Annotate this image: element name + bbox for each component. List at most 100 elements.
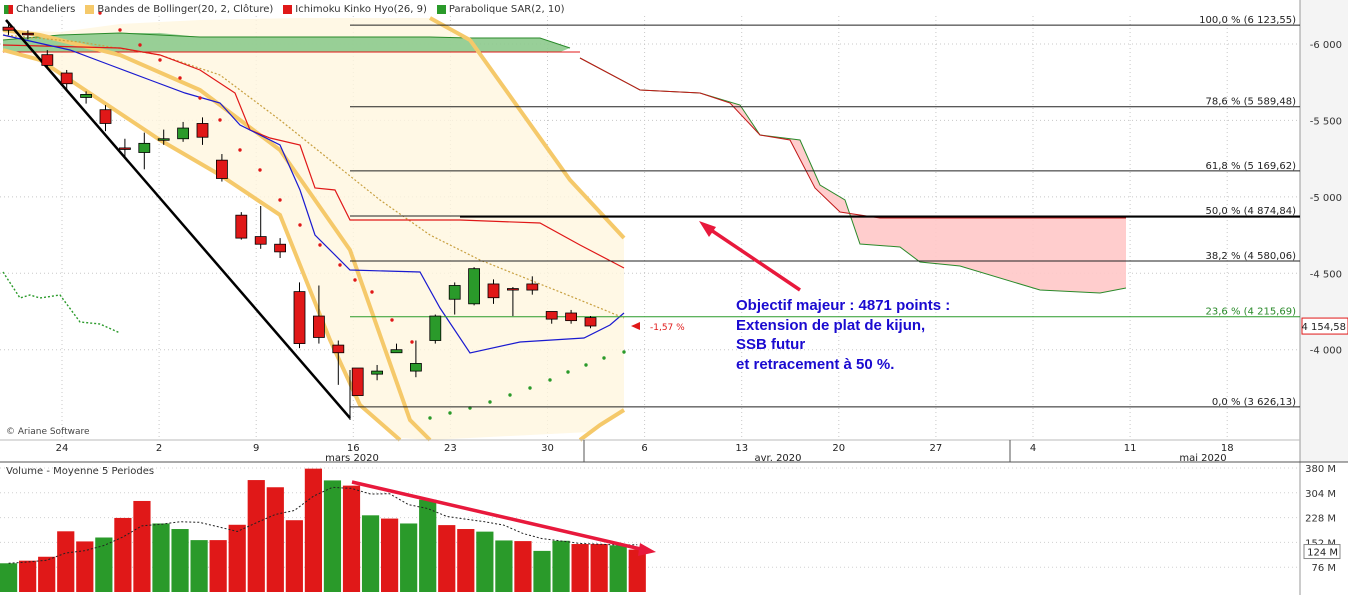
- change-arrow-icon: [631, 322, 640, 331]
- candle-17: [332, 340, 345, 385]
- tenkan-sen: [2, 34, 625, 354]
- candle-2: [41, 50, 54, 67]
- volume-bar-18: [342, 485, 361, 592]
- fib-label-1: 78,6 % (5 589,48): [1206, 97, 1297, 108]
- sar-dot-high-3: [158, 58, 162, 62]
- volume-bar-0: [0, 563, 18, 592]
- ichimoku-swatch-icon: [283, 4, 293, 14]
- sar-dot-low-10: [622, 350, 626, 354]
- candle-body-2: [41, 54, 54, 66]
- candle-14: [274, 238, 287, 258]
- sar-dot-high-8: [258, 168, 262, 172]
- candle-body-22: [429, 315, 442, 341]
- candle-6: [119, 138, 131, 159]
- volume-bar-21: [400, 523, 418, 592]
- date-tick-label: 9: [253, 443, 259, 454]
- price-tick-label: -4 500: [1310, 269, 1342, 280]
- candle-13: [254, 206, 267, 249]
- volume-bar-8: [152, 523, 170, 592]
- candle-body-9: [177, 127, 190, 140]
- sar-dot-high-9: [278, 198, 282, 202]
- annotation-line-2: Extension de plat de kijun,: [736, 316, 926, 334]
- sar-dot-low-3: [488, 400, 492, 404]
- volume-tick-label: 228 M: [1305, 514, 1336, 525]
- candle-body-11: [215, 159, 228, 179]
- volume-bar-24: [457, 529, 475, 592]
- fib-label-6: 0,0 % (3 626,13): [1212, 397, 1296, 408]
- candles-swatch-icon: [4, 4, 13, 14]
- candle-body-7: [138, 142, 151, 153]
- date-tick-label: 18: [1221, 443, 1234, 454]
- legend-candles[interactable]: Chandeliers: [4, 2, 75, 16]
- sar-dot-low-1: [448, 411, 452, 415]
- volume-bar-30: [571, 544, 589, 592]
- date-tick-label: 23: [444, 443, 457, 454]
- fib-label-5: 23,6 % (4 215,69): [1206, 307, 1297, 318]
- candle-body-20: [390, 349, 403, 354]
- kijun-sen: [2, 44, 625, 269]
- candle-12: [235, 212, 248, 240]
- sar-dot-high-10: [298, 223, 302, 227]
- candle-body-6: [119, 147, 131, 150]
- candle-body-30: [584, 317, 597, 327]
- candle-1: [21, 30, 34, 40]
- candle-body-15: [293, 291, 306, 344]
- candle-20: [390, 343, 403, 354]
- volume-bar-26: [495, 540, 513, 592]
- date-tick-label: 16: [347, 443, 360, 454]
- candle-body-1: [21, 32, 34, 36]
- sar-dot-low-4: [508, 393, 512, 397]
- volume-tick-label: 76 M: [1311, 563, 1336, 574]
- volume-bar-7: [133, 500, 151, 592]
- volume-bar-29: [552, 540, 570, 592]
- annotation-line-1: Objectif majeur : 4871 points :: [736, 297, 951, 314]
- candle-24: [468, 267, 481, 306]
- legend-ichimoku-label: Ichimoku Kinko Hyo(26, 9): [295, 3, 427, 15]
- kumo-cloud-future: [580, 58, 1126, 293]
- sar-dot-high-15: [390, 318, 394, 322]
- candle-23: [448, 282, 461, 315]
- copyright-label: © Ariane Software: [6, 427, 90, 437]
- fib-label-4: 38,2 % (4 580,06): [1206, 251, 1297, 262]
- sar-dot-high-11: [318, 243, 322, 247]
- candle-body-3: [60, 72, 73, 85]
- price-tick-label: -5 000: [1310, 193, 1342, 204]
- date-tick-label: 2: [156, 443, 162, 454]
- legend-bollinger[interactable]: Bandes de Bollinger(20, 2, Clôture): [85, 2, 273, 16]
- volume-tick-label: 152 M: [1305, 538, 1336, 549]
- volume-bar-27: [514, 541, 532, 592]
- sar-dot-high-1: [118, 28, 122, 32]
- candle-body-0: [2, 26, 15, 31]
- sar-dot-high-12: [338, 263, 342, 267]
- legend-bollinger-label: Bandes de Bollinger(20, 2, Clôture): [97, 3, 274, 15]
- candle-body-25: [487, 283, 500, 299]
- candle-body-13: [254, 236, 267, 245]
- price-tick-label: -4 000: [1310, 346, 1342, 357]
- volume-bar-23: [438, 525, 456, 592]
- volume-tick-label: 304 M: [1305, 489, 1336, 500]
- candle-16: [312, 285, 325, 344]
- fib-label-2: 61,8 % (5 169,62): [1206, 161, 1297, 172]
- candle-11: [215, 154, 228, 182]
- candle-30: [584, 316, 597, 329]
- annotation-line-3: SSB futur: [736, 336, 806, 353]
- candle-28: [545, 311, 558, 324]
- volume-tick-label: 380 M: [1305, 464, 1336, 475]
- candle-27: [526, 276, 539, 295]
- legend-sar[interactable]: Parabolique SAR(2, 10): [436, 2, 564, 16]
- date-tick-label: 30: [541, 443, 554, 454]
- sar-dot-low-9: [602, 356, 606, 360]
- volume-bar-11: [209, 540, 227, 592]
- last-price-box: [1301, 317, 1348, 335]
- legend-ichimoku[interactable]: Ichimoku Kinko Hyo(26, 9): [283, 2, 427, 16]
- date-tick-label: 4: [1030, 443, 1036, 454]
- sar-dot-low-0: [428, 416, 432, 420]
- sar-dot-high-2: [138, 43, 142, 47]
- change-percent-label: -1,57 %: [650, 323, 685, 333]
- candle-body-23: [448, 285, 461, 300]
- senkou-span-b-future: [579, 57, 1126, 219]
- price-tick-label: -6 000: [1310, 40, 1342, 51]
- annotation-line-4: et retracement à 50 %.: [736, 355, 895, 373]
- sar-dot-low-7: [566, 370, 570, 374]
